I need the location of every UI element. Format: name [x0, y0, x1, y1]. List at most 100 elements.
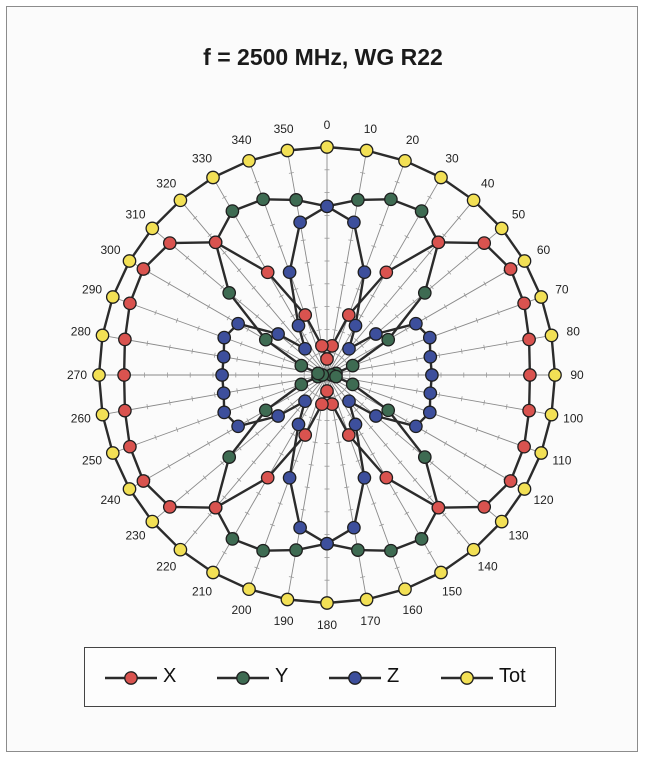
point-y-120: [381, 403, 396, 418]
point-x-110: [517, 439, 531, 454]
point-tot-280: [95, 328, 110, 343]
spoke-tick: [175, 317, 179, 323]
spoke-tick: [371, 380, 373, 386]
spoke-tick: [371, 245, 377, 248]
point-tot-180: [320, 596, 334, 610]
spoke-tick: [277, 245, 283, 248]
chart-title: f = 2500 MHz, WG R22: [203, 44, 443, 70]
point-x-150: [379, 470, 394, 485]
spoke-tick: [463, 452, 467, 458]
spoke-tick: [236, 268, 242, 273]
spoke-tick: [340, 463, 346, 466]
spoke-tick: [226, 429, 230, 435]
point-tot-270: [92, 368, 106, 382]
point-x-140: [431, 500, 446, 515]
point-x-180: [320, 384, 334, 398]
spoke-tick: [348, 239, 354, 242]
spoke-tick: [192, 215, 198, 220]
point-x-120: [503, 474, 518, 488]
spoke-tick: [279, 452, 284, 456]
spoke-tick: [167, 281, 171, 287]
point-tot-140: [466, 542, 481, 557]
point-tot-10: [359, 143, 374, 158]
spoke-tick: [447, 475, 452, 480]
legend-item-x: X: [101, 648, 211, 706]
spoke-tick: [236, 388, 239, 394]
spoke-tick: [187, 452, 191, 458]
spoke-tick: [394, 314, 399, 319]
spoke-tick: [290, 343, 294, 348]
point-tot-230: [145, 514, 160, 529]
spoke-tick: [429, 284, 434, 290]
point-z-80: [423, 349, 438, 364]
spoke-tick: [475, 317, 479, 323]
point-y-30: [414, 204, 429, 218]
point-tot-90: [548, 368, 562, 382]
point-z-60: [409, 316, 423, 331]
spoke-tick: [295, 338, 300, 342]
spoke-tick: [358, 314, 364, 318]
point-y-350: [289, 193, 303, 207]
spoke-tick: [308, 284, 314, 287]
spoke-tick: [340, 284, 346, 287]
point-z-150: [348, 417, 363, 432]
spoke-tick: [213, 352, 216, 358]
point-z-180: [320, 536, 334, 551]
spoke-tick: [379, 223, 385, 227]
spoke-tick: [308, 463, 314, 466]
angle-label-240: 240: [100, 493, 120, 507]
spoke-tick: [282, 356, 286, 362]
spoke-tick: [360, 576, 366, 578]
point-tot-80: [544, 328, 559, 343]
angle-label-0: 0: [324, 118, 331, 132]
spoke-tick: [261, 349, 264, 355]
point-y-240: [258, 403, 273, 418]
angle-label-40: 40: [481, 176, 495, 190]
point-x-70: [517, 296, 531, 311]
spoke-tick: [154, 434, 157, 440]
point-y-340: [256, 192, 270, 207]
point-y-70: [345, 358, 360, 373]
point-z-100: [423, 386, 438, 401]
spoke-tick: [464, 490, 469, 495]
spoke-tick: [463, 292, 467, 298]
point-x-350: [315, 338, 329, 353]
spoke-tick: [483, 344, 486, 350]
spoke-tick: [424, 315, 428, 321]
point-z-130: [369, 409, 383, 423]
point-y-160: [384, 543, 398, 558]
point-z-340: [282, 265, 297, 280]
spoke-tick: [429, 460, 434, 466]
point-z-120: [409, 419, 423, 434]
point-y-300: [258, 332, 273, 347]
spoke-tick: [220, 460, 225, 466]
spoke-tick: [244, 235, 250, 239]
spoke-tick: [207, 233, 212, 238]
angle-label-150: 150: [442, 585, 462, 599]
spoke-tick: [393, 384, 396, 390]
point-x-230: [162, 500, 177, 514]
spoke-tick: [394, 566, 400, 570]
point-tot-190: [280, 592, 295, 607]
spoke-tick: [154, 310, 157, 316]
spoke-tick: [438, 392, 441, 398]
angle-label-160: 160: [402, 603, 422, 617]
point-z-90: [425, 368, 439, 382]
point-y-310: [222, 286, 237, 300]
point-z-260: [216, 386, 231, 401]
point-y-200: [256, 543, 270, 558]
angle-label-230: 230: [125, 529, 145, 543]
spoke-tick: [185, 490, 190, 495]
spoke-tick: [312, 306, 318, 309]
angle-label-350: 350: [274, 122, 294, 136]
spoke-tick: [280, 425, 286, 430]
point-y-280: [311, 366, 325, 381]
spoke-tick: [336, 441, 342, 444]
point-z-230: [271, 409, 285, 423]
spoke-tick: [300, 508, 306, 511]
spoke-tick: [383, 303, 388, 308]
spoke-tick: [168, 400, 171, 406]
spoke-tick: [256, 491, 261, 496]
legend-dot: [124, 671, 138, 685]
